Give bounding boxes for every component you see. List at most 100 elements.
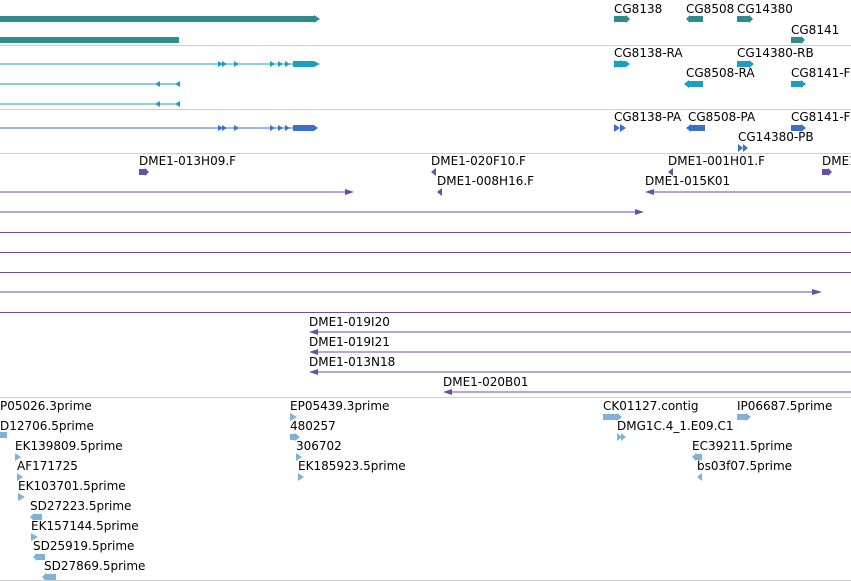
bac-clone-feature[interactable] — [0, 188, 360, 196]
est-label[interactable]: 480257 — [290, 419, 336, 433]
est-label[interactable]: SD27223.5prime — [30, 499, 132, 513]
bac-end-feature[interactable] — [668, 168, 674, 176]
est-feature[interactable] — [17, 473, 25, 481]
bac-clone-feature[interactable] — [309, 328, 851, 336]
bac-clone-feature[interactable] — [0, 232, 851, 233]
protein-model[interactable] — [791, 124, 811, 132]
gene-label[interactable]: CG8138 — [614, 2, 663, 16]
transcript-label[interactable]: CG8141-F — [791, 66, 851, 80]
bac-clone-label[interactable]: DME1-019I21 — [309, 335, 390, 349]
gene-feature[interactable] — [0, 16, 314, 22]
bac-clone-feature[interactable] — [309, 368, 851, 376]
est-feature[interactable] — [737, 413, 753, 421]
bac-end-label[interactable]: DME1-013H09.F — [139, 154, 237, 168]
gene-label[interactable]: CG8508 — [686, 2, 735, 16]
transcript-model[interactable] — [0, 78, 184, 90]
bac-end-feature[interactable] — [139, 168, 151, 176]
est-feature[interactable] — [692, 453, 704, 461]
transcript-model[interactable] — [614, 60, 632, 68]
transcript-track: CG8138-RA CG14380-RB CG8508-RA CG8141-F — [0, 46, 851, 109]
est-label[interactable]: CK01127.contig — [603, 399, 699, 413]
track-separator — [0, 109, 851, 110]
protein-model[interactable] — [686, 124, 708, 132]
transcript-model[interactable] — [0, 58, 322, 70]
est-feature[interactable] — [298, 473, 306, 481]
est-label[interactable]: 306702 — [296, 439, 342, 453]
bac-end-feature[interactable] — [431, 168, 437, 176]
bac-clone-feature[interactable] — [0, 208, 650, 216]
est-feature[interactable] — [30, 513, 44, 521]
protein-model[interactable] — [614, 124, 632, 132]
bac-end-label[interactable]: DME1-001H01.F — [668, 154, 766, 168]
est-label[interactable]: DMG1C.4_1.E09.C1 — [617, 419, 734, 433]
est-label[interactable]: EK139809.5prime — [15, 439, 123, 453]
est-label[interactable]: EK103701.5prime — [18, 479, 126, 493]
transcript-model[interactable] — [791, 80, 811, 88]
est-feature[interactable] — [18, 493, 28, 501]
protein-label[interactable]: CG8508-PA — [688, 110, 756, 124]
track-separator — [0, 397, 851, 398]
est-feature[interactable] — [42, 573, 58, 581]
bac-clone-feature[interactable] — [645, 188, 851, 196]
bac-end-feature[interactable] — [822, 168, 834, 176]
est-label[interactable]: bs03f07.5prime — [697, 459, 793, 473]
transcript-model[interactable] — [737, 60, 757, 68]
est-label[interactable]: EK185923.5prime — [298, 459, 406, 473]
transcript-model[interactable] — [684, 80, 706, 88]
bac-clone-feature[interactable] — [309, 348, 851, 356]
transcript-label[interactable]: CG8508-RA — [686, 66, 755, 80]
est-label[interactable]: SD25919.5prime — [33, 539, 135, 553]
bac-clone-label[interactable]: DME1-013N18 — [309, 355, 396, 369]
bac-clone-feature[interactable] — [0, 272, 851, 273]
gene-feature[interactable] — [791, 37, 801, 43]
est-label[interactable]: D12706.5prime — [0, 419, 94, 433]
gene-feature[interactable] — [690, 16, 703, 22]
transcript-label[interactable]: CG14380-RB — [737, 46, 814, 60]
est-feature[interactable] — [697, 473, 705, 481]
bac-clone-label[interactable]: DME1-019I20 — [309, 315, 390, 329]
bac-clone-feature[interactable] — [0, 312, 851, 313]
protein-label[interactable]: CG14380-PB — [738, 130, 814, 144]
est-feature[interactable] — [0, 432, 7, 438]
est-feature[interactable] — [290, 433, 302, 441]
est-label[interactable]: P05026.3prime — [0, 399, 92, 413]
bac-end-label[interactable]: DME1-008H16.F — [437, 174, 535, 188]
est-label[interactable]: EP05439.3prime — [290, 399, 390, 413]
gene-feature[interactable] — [737, 16, 749, 22]
est-feature[interactable] — [603, 413, 623, 421]
est-label[interactable]: AF171725 — [17, 459, 78, 473]
est-feature[interactable] — [33, 553, 47, 561]
est-label[interactable]: EC39211.5prime — [692, 439, 793, 453]
bac-end-label[interactable]: DME1-015K01 — [645, 174, 731, 188]
protein-model[interactable] — [738, 144, 752, 152]
est-label[interactable]: SD27869.5prime — [44, 559, 146, 573]
protein-label[interactable]: CG8138-PA — [614, 110, 682, 124]
est-feature[interactable] — [290, 413, 300, 421]
gene-feature[interactable] — [614, 16, 626, 22]
arrow-right-icon — [626, 15, 630, 23]
bac-end-label[interactable]: DME1 — [822, 154, 851, 168]
gene-label[interactable]: CG14380 — [737, 2, 793, 16]
bac-end-label[interactable]: DME1-020F10.F — [431, 154, 526, 168]
bac-clone-feature[interactable] — [0, 288, 830, 296]
arrow-left-icon — [686, 15, 690, 23]
bac-end-feature[interactable] — [437, 188, 443, 196]
bac-clone-feature[interactable] — [0, 252, 851, 253]
transcript-label[interactable]: CG8138-RA — [614, 46, 683, 60]
est-feature[interactable] — [617, 433, 629, 441]
bac-clone-feature[interactable] — [443, 388, 851, 396]
gene-feature[interactable] — [0, 37, 179, 43]
protein-model[interactable] — [0, 122, 322, 134]
arrow-right-icon — [801, 36, 805, 44]
protein-label[interactable]: CG8141-F — [791, 110, 851, 124]
est-feature[interactable] — [31, 533, 41, 541]
est-feature[interactable] — [15, 453, 23, 461]
bac-clone-label[interactable]: DME1-020B01 — [443, 375, 529, 389]
est-label[interactable]: EK157144.5prime — [31, 519, 139, 533]
transcript-model[interactable] — [0, 98, 184, 110]
est-feature[interactable] — [296, 453, 304, 461]
gene-label[interactable]: CG8141 — [791, 23, 840, 37]
gene-track: CG8138 CG8508 CG14380 CG8141 — [0, 0, 851, 45]
est-label[interactable]: IP06687.5prime — [737, 399, 833, 413]
